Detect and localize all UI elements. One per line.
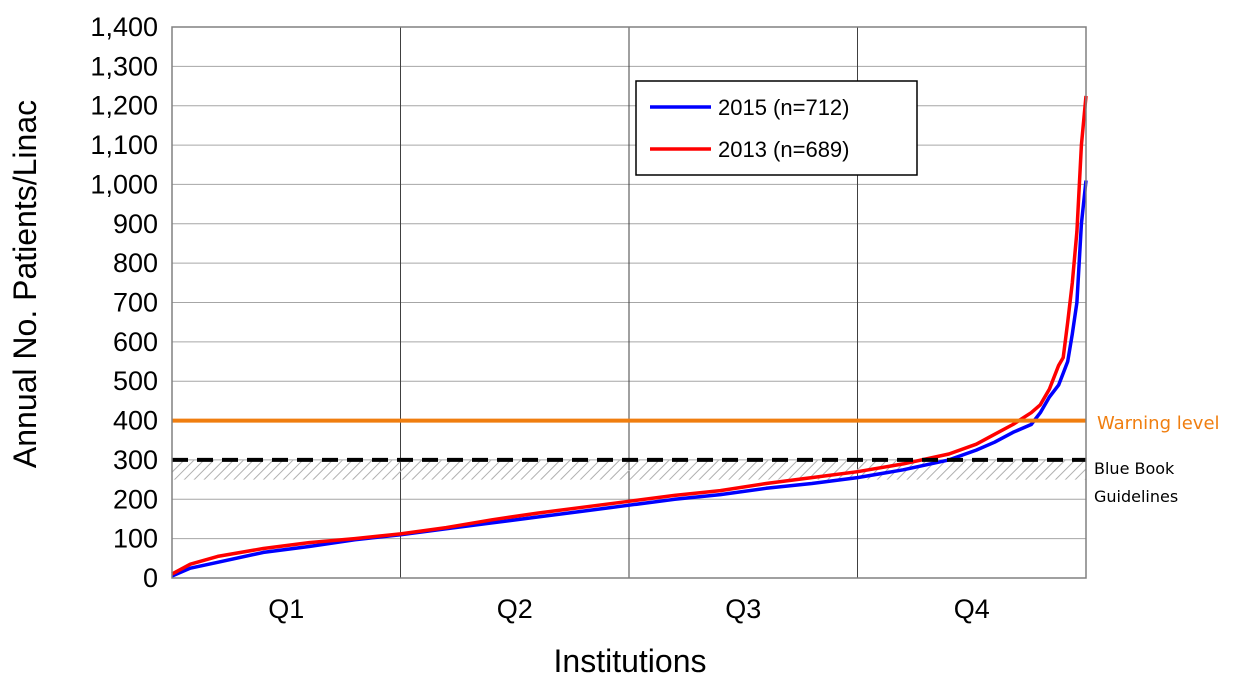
y-tick-label-100: 100	[113, 524, 158, 554]
grid	[172, 26, 1086, 579]
x-category-label-q1: Q1	[268, 594, 304, 624]
y-tick-label-700: 700	[113, 288, 158, 318]
y-tick-label-500: 500	[113, 366, 158, 396]
legend: 2015 (n=712) 2013 (n=689)	[635, 80, 918, 176]
reference-lines	[172, 418, 1086, 462]
plot-frame	[171, 26, 1087, 579]
y-tick-labels: 0 100 200 300 400 500 600 700 800 900 1,000 1,100 1,…	[90, 12, 158, 593]
y-tick-label-800: 800	[113, 248, 158, 278]
legend-label-2015: 2015 (n=712)	[718, 95, 850, 120]
y-tick-label-1300: 1,300	[90, 51, 158, 81]
y-tick-label-1200: 1,200	[90, 91, 158, 121]
x-category-label-q3: Q3	[725, 594, 761, 624]
series-layer	[171, 95, 1088, 578]
y-tick-label-300: 300	[113, 445, 158, 475]
blue-book-label-line1: Blue Book	[1094, 459, 1175, 478]
warning-level-label: Warning level	[1097, 413, 1220, 434]
x-category-labels: Q1 Q2 Q3 Q4	[268, 594, 990, 624]
legend-box	[635, 80, 918, 176]
y-tick-label-0: 0	[143, 563, 158, 593]
x-category-label-q4: Q4	[954, 594, 990, 624]
y-tick-label-1400: 1,400	[90, 12, 158, 42]
blue-book-label: Blue Book Guidelines	[1094, 459, 1178, 506]
y-tick-label-1000: 1,000	[90, 169, 158, 199]
y-tick-label-200: 200	[113, 484, 158, 514]
y-tick-label-900: 900	[113, 209, 158, 239]
y-axis-title: Annual No. Patients/Linac	[7, 100, 43, 468]
series-2013-line	[171, 95, 1088, 576]
guideline-band	[172, 459, 1086, 480]
y-tick-label-1100: 1,100	[90, 130, 158, 160]
x-axis-title: Institutions	[554, 643, 707, 679]
x-category-label-q2: Q2	[497, 594, 533, 624]
y-tick-label-400: 400	[113, 406, 158, 436]
guideline-hatch-band	[172, 459, 1086, 480]
y-tick-label-600: 600	[113, 327, 158, 357]
blue-book-label-line2: Guidelines	[1094, 487, 1178, 506]
legend-label-2013: 2013 (n=689)	[718, 137, 850, 162]
